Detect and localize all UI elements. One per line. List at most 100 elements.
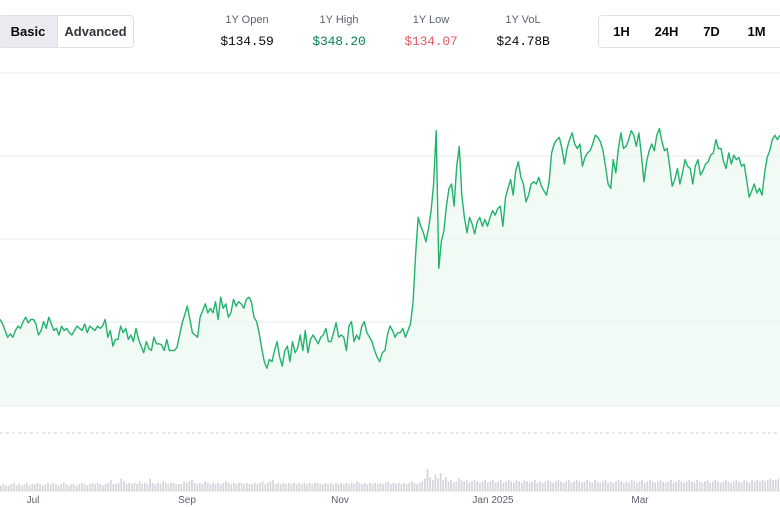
volume-bar [282, 482, 285, 492]
volume-bar [617, 480, 620, 491]
volume-bar [191, 480, 193, 491]
volume-bar [701, 482, 704, 492]
volume-bar [219, 484, 222, 491]
volume-bar [753, 481, 756, 491]
volume-bar [196, 484, 199, 491]
volume-bar [777, 478, 780, 491]
volume-bar [725, 480, 727, 491]
volume-bar [719, 482, 722, 492]
volume-bar [15, 485, 18, 491]
range-7d-button[interactable]: 7D [703, 24, 720, 39]
volume-bar [656, 481, 659, 491]
volume-bar [625, 481, 628, 491]
volume-bar [499, 480, 502, 491]
volume-bar [615, 481, 617, 491]
advanced-view-button[interactable]: Advanced [57, 16, 133, 47]
volume-bar [706, 480, 709, 491]
volume-bar [515, 480, 518, 491]
volume-bar [54, 484, 57, 491]
volume-bar [49, 484, 52, 491]
price-line [0, 127, 780, 369]
volume-bar [2, 484, 5, 491]
volume-bar [761, 480, 764, 491]
time-range-selector: 1H 24H 7D 1M [598, 15, 780, 48]
range-24h-button[interactable]: 24H [654, 24, 679, 39]
basic-view-button[interactable]: Basic [0, 16, 57, 47]
stat-1y-open: 1Y Open $134.59 [197, 14, 297, 49]
stat-label: 1Y Open [225, 14, 269, 26]
stat-label: 1Y Low [412, 14, 450, 26]
volume-bar [612, 482, 615, 492]
volume-bar [704, 481, 706, 491]
volume-bar [371, 484, 374, 491]
volume-bar [505, 481, 507, 491]
volume-bar [261, 481, 264, 491]
volume-bar [266, 482, 269, 492]
stat-value: $348.20 [312, 34, 366, 49]
volume-bar [586, 480, 589, 491]
volume-bar [10, 484, 13, 491]
volume-bar [382, 484, 384, 491]
volume-bar [212, 482, 214, 492]
volume-bar [570, 482, 573, 492]
volume-bar [622, 482, 625, 492]
volume-bar [209, 484, 212, 491]
volume-bar [458, 478, 460, 491]
volume-bar [34, 484, 36, 491]
volume-bar [662, 481, 664, 491]
volume-bar [348, 484, 350, 491]
range-1h-button[interactable]: 1H [613, 24, 630, 39]
volume-bar [217, 482, 219, 492]
volume-bar [649, 480, 651, 491]
volume-bar [633, 481, 636, 491]
volume-bar [465, 480, 468, 491]
volume-bar [337, 484, 340, 491]
volume-bar [711, 481, 714, 491]
volume-bar [677, 480, 680, 491]
volume-bar [528, 482, 531, 492]
volume-bar [643, 482, 646, 492]
volume-bar [481, 481, 484, 491]
volume-bar [722, 481, 725, 491]
volume-bar [455, 481, 458, 491]
volume-bar [583, 481, 586, 491]
volume-bar [73, 484, 76, 491]
volume-bar [149, 478, 151, 491]
volume-bar [764, 481, 767, 491]
volume-bar [476, 481, 479, 491]
stat-value: $134.07 [404, 34, 458, 49]
volume-bar [685, 481, 688, 491]
volume-bar [379, 482, 382, 492]
volume-bar [256, 484, 259, 491]
volume-bar [201, 484, 204, 491]
stat-value: $134.59 [220, 34, 274, 49]
volume-bar [403, 482, 405, 492]
volume-bar [177, 484, 180, 491]
range-1m-button[interactable]: 1M [747, 24, 766, 39]
volume-bar [463, 481, 466, 491]
volume-bar [738, 481, 740, 491]
volume-bar [478, 482, 481, 492]
volume-bar [136, 484, 138, 491]
volume-bar [269, 481, 272, 491]
volume-bar [526, 481, 528, 491]
volume-bar [473, 480, 476, 491]
volume-bar [492, 480, 494, 491]
volume-bar [141, 484, 144, 491]
volume-bar [319, 484, 322, 491]
volume-bar [693, 482, 696, 492]
volume-bar [109, 480, 112, 491]
volume-bar [96, 482, 99, 492]
volume-bar [102, 485, 104, 491]
volume-bar [23, 484, 26, 491]
volume-bar [44, 484, 47, 491]
volume-bar [159, 484, 162, 491]
volume-bar [246, 482, 248, 492]
volume-bar [345, 482, 348, 492]
price-stats: 1Y Open $134.59 1Y High $348.20 1Y Low $… [0, 14, 780, 54]
volume-bar [486, 482, 489, 492]
volume-bar [439, 473, 442, 491]
volume-bar [185, 482, 188, 492]
volume-bar [675, 481, 678, 491]
